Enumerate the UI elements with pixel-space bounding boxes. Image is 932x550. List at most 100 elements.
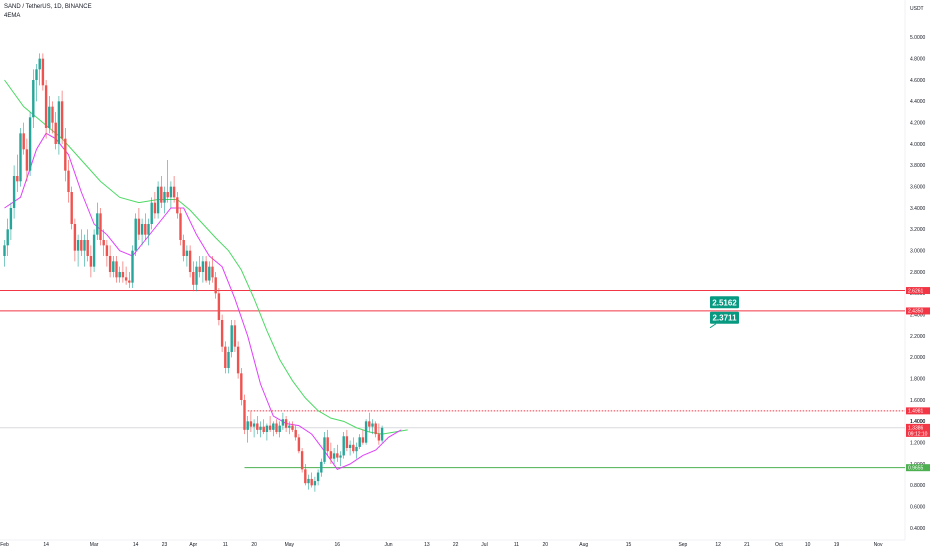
candle-body	[163, 192, 166, 203]
candle-body	[19, 133, 22, 182]
candle-body	[188, 250, 192, 272]
candle-body	[128, 280, 131, 283]
candle-body	[192, 272, 195, 285]
y-tick-label: 4.0000	[910, 142, 926, 148]
candle-body	[323, 437, 326, 462]
price-axis[interactable]: USDT 5.0000 4.8000 4.6000 4.4000 4.2000 4.000…	[906, 6, 930, 532]
candle-body	[233, 325, 237, 347]
candle-body	[140, 224, 144, 235]
callout-pointer	[709, 323, 717, 329]
candle-body	[137, 218, 141, 235]
candle-body	[368, 421, 371, 427]
y-tick-label: 4.2000	[910, 120, 926, 126]
candle-body	[240, 373, 243, 400]
x-tick-label: Jul	[481, 542, 487, 548]
candle-body	[124, 277, 128, 281]
callout-upper-box	[710, 296, 739, 309]
ema-slow-line	[4, 79, 408, 435]
candle-body	[102, 240, 105, 246]
candle-body	[284, 419, 288, 428]
time-axis[interactable]: Feb 14 Mar 14 23 Apr 11 20 May 16 Jun 13 22 Jul 11 20 Au…	[0, 542, 883, 548]
candle-body	[41, 58, 45, 86]
indicator-label[interactable]: 4EMA	[4, 13, 21, 19]
y-tick-label: 3.2000	[910, 227, 926, 233]
candle-body	[6, 229, 9, 246]
candle-body	[57, 101, 61, 144]
level-price-label: 2.4350	[908, 309, 924, 315]
price-callouts: 2.5162 2.3711	[709, 296, 739, 329]
candle-body	[246, 421, 249, 430]
callout-lower-text: 2.3711	[712, 314, 737, 323]
candle-body	[112, 261, 115, 272]
candle-body	[316, 472, 320, 482]
x-tick-label: Mar	[90, 542, 99, 548]
x-tick-label: Aug	[579, 542, 588, 548]
candle-body	[268, 425, 272, 430]
x-tick-label: 21	[744, 542, 750, 548]
candle-body	[217, 293, 221, 320]
x-tick-label: 12	[715, 542, 721, 548]
candle-body	[51, 106, 54, 123]
y-tick-label: 4.6000	[910, 78, 926, 84]
candle-body	[9, 208, 13, 230]
y-tick-label: 5.0000	[910, 35, 926, 41]
candle-body	[259, 426, 262, 430]
y-tick-label: 0.8000	[910, 483, 926, 489]
candle-body	[252, 423, 256, 427]
candle-body	[105, 245, 109, 256]
x-tick-label: 20	[543, 542, 549, 548]
y-tick-label: 1.8000	[910, 376, 926, 382]
candle-body	[38, 58, 41, 70]
y-tick-label: 3.6000	[910, 184, 926, 190]
candle-body	[336, 453, 339, 458]
candle-body	[185, 250, 189, 256]
horizontal-levels[interactable]	[0, 290, 905, 469]
candle-body	[256, 423, 259, 430]
candle-body	[54, 122, 57, 144]
current-price-tag	[906, 423, 930, 437]
candle-body	[262, 426, 265, 432]
x-tick-label: May	[285, 542, 295, 548]
candle-body	[342, 436, 345, 456]
x-tick-label: 23	[162, 542, 168, 548]
candle-body	[83, 240, 86, 251]
ema-fast-line	[4, 132, 402, 470]
candle-body	[147, 224, 150, 235]
callout-lower-box	[710, 311, 739, 324]
level-price-label: 1.4981	[908, 409, 924, 415]
candle-body	[211, 266, 214, 278]
candle-body	[307, 478, 310, 484]
candle-body	[214, 277, 217, 294]
ema-lines	[4, 79, 408, 470]
candle-body	[73, 224, 77, 251]
candle-body	[131, 250, 134, 283]
candle-body	[227, 352, 230, 368]
x-tick-label: 10	[805, 542, 811, 548]
candle-body	[16, 176, 19, 182]
countdown-label: 09:12:10	[908, 431, 928, 437]
candle-body	[358, 437, 361, 447]
candle-body	[25, 149, 29, 171]
callout-upper-text: 2.5162	[712, 298, 737, 307]
level-price-label: 0.9655	[908, 465, 924, 471]
candle-body	[92, 234, 96, 267]
x-tick-label: 19	[834, 542, 840, 548]
y-tick-label: 3.4000	[910, 206, 926, 212]
candle-body	[374, 423, 377, 435]
candle-body	[377, 434, 381, 441]
candle-body	[297, 437, 301, 452]
y-tick-label: 1.2000	[910, 440, 926, 446]
candle-body	[89, 256, 93, 267]
candle-body	[67, 170, 70, 192]
candle-body	[249, 421, 253, 427]
candle-body	[224, 346, 227, 368]
grid	[0, 0, 906, 541]
candle-body	[243, 400, 246, 430]
candle-body	[329, 451, 333, 459]
candle-body	[35, 69, 38, 80]
level-price-tag	[906, 287, 930, 295]
candle-body	[236, 346, 240, 374]
candle-body	[44, 85, 48, 128]
